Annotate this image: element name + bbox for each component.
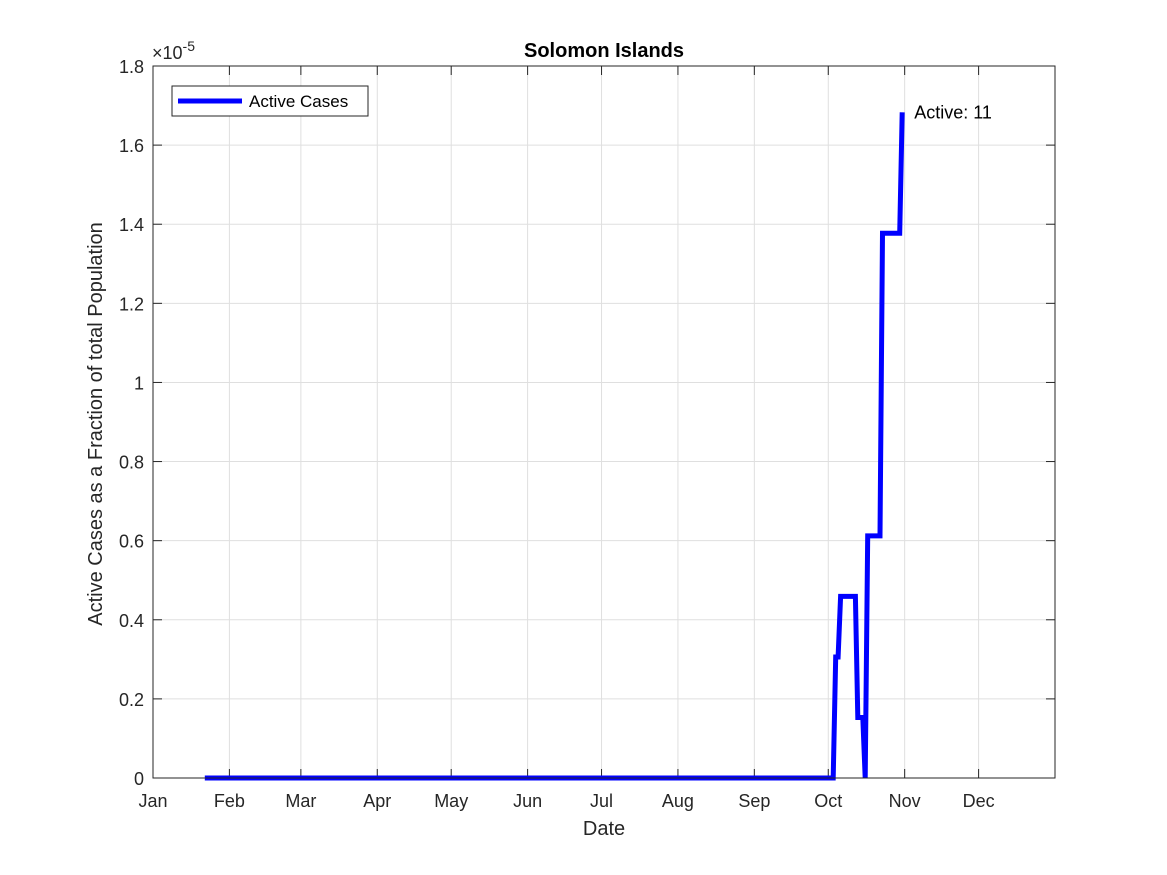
x-tick-label: Apr	[363, 791, 391, 811]
x-tick-label: Sep	[738, 791, 770, 811]
y-tick-label: 0.4	[119, 611, 144, 631]
y-tick-label: 1.8	[119, 57, 144, 77]
legend-label-active-cases: Active Cases	[249, 92, 348, 111]
y-tick-label: 1.4	[119, 215, 144, 235]
axes-box	[152, 65, 1056, 779]
annotation-label: Active: 11	[914, 102, 992, 122]
tick-labels: Jan Feb Mar Apr May Jun Jul Aug Sep Oct Nov Dec 0 0.2…	[119, 57, 995, 811]
x-tick-label: Feb	[214, 791, 245, 811]
y-tick-label: 0.8	[119, 453, 144, 473]
y-tick-label: 1	[134, 373, 144, 393]
y-tick-label: 0	[134, 769, 144, 789]
plot-area	[153, 66, 1055, 778]
y-tick-label: 1.2	[119, 294, 144, 314]
legend: Active Cases	[171, 85, 369, 117]
x-tick-label: Aug	[662, 791, 694, 811]
series-layer	[204, 112, 905, 781]
x-tick-label: Jun	[513, 791, 542, 811]
x-tick-label: Mar	[285, 791, 316, 811]
x-tick-label: Nov	[889, 791, 921, 811]
y-axis-label: Active Cases as a Fraction of total Popu…	[85, 222, 107, 626]
y-exponent-label: ×10-5	[152, 38, 195, 63]
series-line-active-cases	[204, 112, 905, 781]
y-tick-label: 1.6	[119, 136, 144, 156]
x-tick-label: Oct	[814, 791, 842, 811]
y-tick-label: 0.6	[119, 532, 144, 552]
chart-title: Solomon Islands	[524, 40, 684, 62]
x-axis-label: Date	[583, 818, 625, 840]
x-tick-label: Jan	[138, 791, 167, 811]
annotations: Active: 11	[914, 102, 992, 122]
x-tick-label: Dec	[963, 791, 995, 811]
x-tick-label: Jul	[590, 791, 613, 811]
x-tick-label: May	[434, 791, 468, 811]
y-tick-label: 0.2	[119, 690, 144, 710]
